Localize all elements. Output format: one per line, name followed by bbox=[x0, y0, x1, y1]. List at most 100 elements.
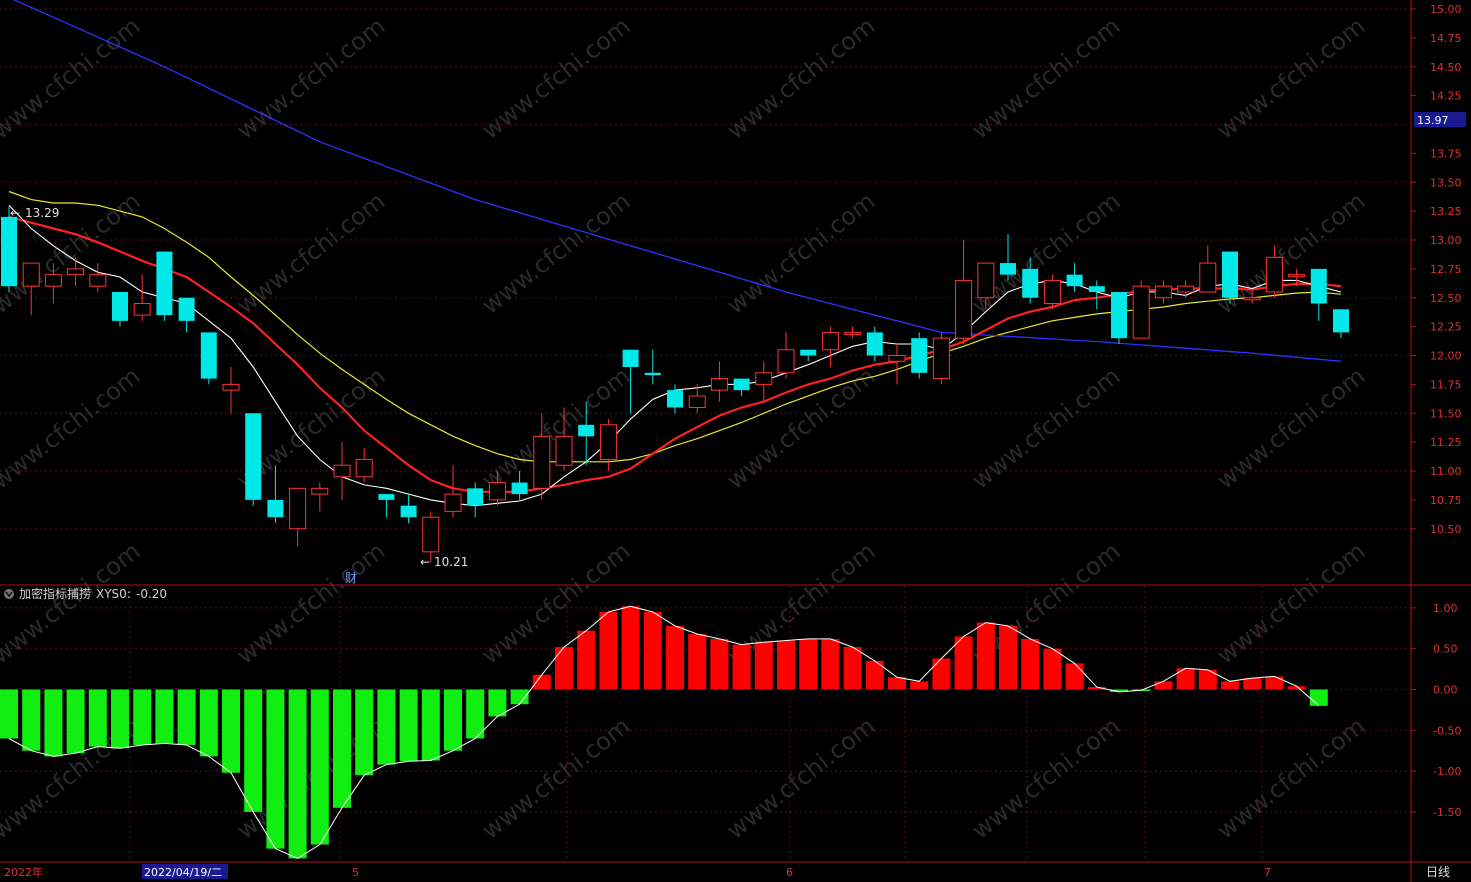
candle-body-up[interactable] bbox=[755, 372, 773, 385]
indicator-bar[interactable] bbox=[555, 647, 573, 690]
indicator-bar[interactable] bbox=[310, 689, 329, 845]
candle-body-up[interactable] bbox=[777, 349, 795, 374]
candle-body-down[interactable] bbox=[1066, 274, 1083, 287]
candle-body-up[interactable] bbox=[533, 435, 551, 489]
indicator-bar[interactable] bbox=[421, 689, 440, 761]
indicator-toggle-icon[interactable] bbox=[4, 589, 14, 599]
indicator-bar[interactable] bbox=[355, 689, 374, 776]
indicator-bar[interactable] bbox=[976, 622, 995, 690]
indicator-bar[interactable] bbox=[1110, 689, 1128, 692]
candle-body-down[interactable] bbox=[911, 338, 928, 373]
indicator-bar[interactable] bbox=[643, 611, 662, 690]
candle-body-down[interactable] bbox=[800, 349, 817, 356]
indicator-bar[interactable] bbox=[444, 689, 462, 751]
indicator-bar[interactable] bbox=[1309, 689, 1328, 706]
indicator-bar[interactable] bbox=[377, 689, 396, 765]
candle-body-up[interactable] bbox=[355, 458, 373, 478]
candle-body-down[interactable] bbox=[1088, 286, 1105, 292]
finance-event-marker[interactable]: 财 bbox=[345, 571, 357, 585]
candle-body-up[interactable] bbox=[444, 493, 462, 512]
candle-body-up[interactable] bbox=[289, 487, 307, 530]
indicator-bar[interactable] bbox=[621, 606, 640, 690]
candle-body-up[interactable] bbox=[488, 482, 506, 501]
indicator-bar[interactable] bbox=[44, 689, 63, 757]
indicator-bar[interactable] bbox=[577, 630, 596, 690]
candle-body-up[interactable] bbox=[44, 274, 62, 287]
indicator-name[interactable]: 加密指标捕捞 bbox=[19, 586, 91, 601]
indicator-bar[interactable] bbox=[399, 689, 418, 762]
indicator-bar[interactable] bbox=[288, 689, 307, 859]
candle-body-down[interactable] bbox=[245, 413, 262, 500]
indicator-bar[interactable] bbox=[688, 634, 707, 690]
indicator-bar[interactable] bbox=[754, 642, 773, 690]
indicator-bar[interactable] bbox=[532, 674, 551, 690]
indicator-bar[interactable] bbox=[932, 658, 951, 690]
candle-body-up[interactable] bbox=[67, 268, 85, 276]
indicator-bar[interactable] bbox=[177, 689, 196, 745]
candle-body-down[interactable] bbox=[733, 378, 750, 391]
candle-body-up[interactable] bbox=[1265, 256, 1283, 293]
candle-body-up[interactable] bbox=[133, 303, 151, 316]
indicator-bar[interactable] bbox=[1176, 668, 1195, 690]
candle-body-up[interactable] bbox=[599, 424, 617, 460]
indicator-bar[interactable] bbox=[1198, 669, 1217, 690]
indicator-bar[interactable] bbox=[732, 644, 751, 690]
candle-body-up[interactable] bbox=[977, 262, 995, 299]
candle-body-up[interactable] bbox=[821, 331, 839, 351]
candle-body-down[interactable] bbox=[156, 251, 173, 316]
indicator-bar[interactable] bbox=[111, 689, 129, 749]
candle-body-down[interactable] bbox=[1022, 268, 1039, 298]
indicator-bar[interactable] bbox=[199, 689, 218, 757]
indicator-bar[interactable] bbox=[865, 660, 884, 690]
candle-body-down[interactable] bbox=[267, 499, 284, 518]
indicator-bar[interactable] bbox=[155, 689, 174, 744]
indicator-bar[interactable] bbox=[1243, 678, 1262, 690]
candle-body-down[interactable] bbox=[1310, 268, 1327, 304]
candle-body-down[interactable] bbox=[200, 332, 217, 379]
indicator-bar[interactable] bbox=[843, 647, 862, 690]
candle-body-up[interactable] bbox=[1132, 285, 1150, 339]
indicator-bar[interactable] bbox=[1065, 663, 1084, 690]
indicator-bar[interactable] bbox=[954, 636, 973, 690]
candle-body-up[interactable] bbox=[222, 383, 240, 391]
indicator-bars[interactable] bbox=[0, 605, 1328, 859]
candlesticks[interactable] bbox=[1, 206, 1349, 563]
indicator-bar[interactable] bbox=[510, 689, 529, 705]
candle-body-down[interactable] bbox=[178, 297, 195, 321]
indicator-bar[interactable] bbox=[1154, 681, 1173, 690]
candle-body-up[interactable] bbox=[422, 516, 440, 553]
candle-body-down[interactable] bbox=[400, 505, 417, 518]
candle-body-down[interactable] bbox=[578, 424, 595, 437]
candle-body-up[interactable] bbox=[333, 464, 351, 478]
candle-body-up[interactable] bbox=[22, 262, 40, 287]
candle-body-down[interactable] bbox=[1000, 263, 1016, 275]
candle-body-up[interactable] bbox=[1154, 285, 1172, 299]
indicator-bar[interactable] bbox=[1287, 686, 1306, 690]
indicator-bar[interactable] bbox=[133, 689, 152, 745]
candle-body-down[interactable] bbox=[1111, 291, 1127, 339]
indicator-bar[interactable] bbox=[66, 689, 85, 754]
indicator-bar[interactable] bbox=[1221, 681, 1239, 690]
candle-body-down[interactable] bbox=[378, 494, 395, 500]
period-label[interactable]: 日线 bbox=[1426, 865, 1450, 879]
indicator-bar[interactable] bbox=[799, 638, 818, 690]
candle-body-up[interactable] bbox=[1199, 262, 1217, 293]
indicator-bar[interactable] bbox=[88, 689, 107, 747]
candle-body-down[interactable] bbox=[622, 349, 639, 368]
indicator-bar[interactable] bbox=[22, 689, 41, 751]
indicator-bar[interactable] bbox=[910, 681, 929, 690]
candle-body-up[interactable] bbox=[555, 435, 573, 466]
indicator-bar[interactable] bbox=[999, 625, 1017, 690]
indicator-bar[interactable] bbox=[821, 638, 840, 690]
candle-body-up[interactable] bbox=[89, 274, 107, 287]
indicator-bar[interactable] bbox=[466, 689, 485, 739]
candle-body-up[interactable] bbox=[932, 337, 950, 380]
candle-body-up[interactable] bbox=[1243, 297, 1261, 301]
indicator-bar[interactable] bbox=[1087, 687, 1106, 690]
candle-body-up[interactable] bbox=[311, 487, 329, 495]
candle-body-down[interactable] bbox=[467, 488, 484, 506]
candle-body-down[interactable] bbox=[1333, 309, 1349, 333]
indicator-bar[interactable] bbox=[333, 689, 351, 808]
candle-body-down[interactable] bbox=[866, 332, 883, 356]
